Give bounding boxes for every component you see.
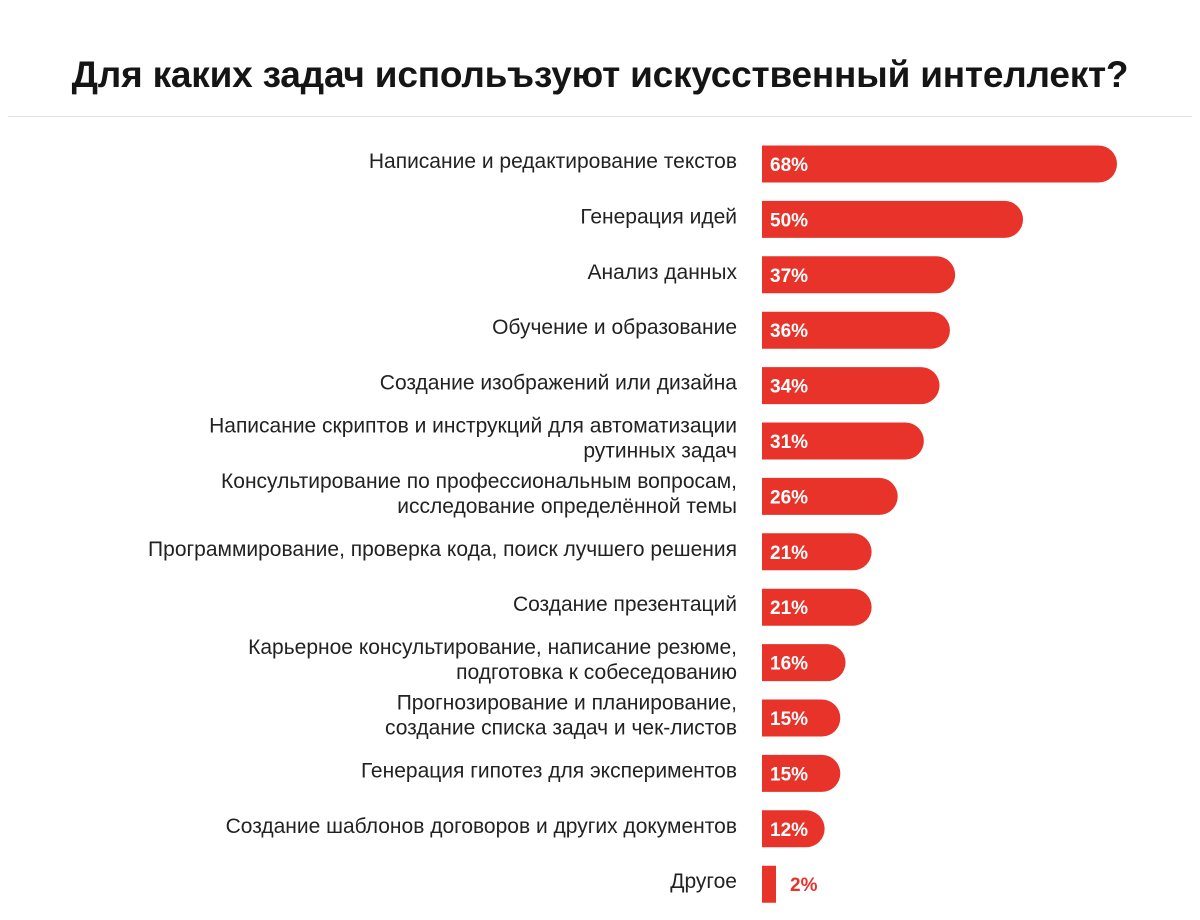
bar-13 — [762, 810, 825, 848]
bar-7 — [762, 477, 898, 515]
bar-12 — [762, 754, 841, 792]
category-label-3: Анализ данных — [588, 261, 738, 284]
bar-5 — [762, 367, 940, 405]
category-label-8: Программирование, проверка кода, поиск л… — [148, 538, 737, 561]
category-label-7-line-1: Консультирование по профессиональным воп… — [221, 470, 737, 493]
category-label-11-line-2: создание списка задач и чек-листов — [385, 717, 737, 740]
category-label-10-line-2: подготовка к собеседованию — [456, 661, 737, 684]
category-label-10-line-1: Карьерное консультирование, написание ре… — [248, 636, 737, 659]
bar-14 — [762, 865, 776, 903]
category-label-6-line-2: рутинных задач — [583, 440, 737, 463]
category-label-2: Генерация идей — [580, 205, 737, 228]
category-label-13: Создание шаблонов договоров и других док… — [226, 815, 737, 838]
value-label-10: 16% — [770, 654, 808, 675]
value-label-5: 34% — [770, 377, 808, 398]
category-label-6-line-1: Написание скриптов и инструкций для авто… — [209, 415, 737, 438]
value-label-7: 26% — [770, 487, 808, 508]
bar-1 — [762, 145, 1117, 183]
bar-6 — [762, 422, 924, 460]
bar-3 — [762, 256, 956, 294]
category-label-9: Создание презентаций — [513, 593, 737, 616]
category-label-1: Написание и редактирование текстов — [369, 150, 737, 173]
value-label-8: 21% — [770, 543, 808, 564]
category-label-4: Обучение и образование — [492, 316, 737, 339]
value-label-3: 37% — [770, 266, 808, 287]
bar-10 — [762, 644, 846, 682]
value-label-12: 15% — [770, 764, 808, 785]
bar-11 — [762, 699, 841, 737]
category-label-14: Другое — [670, 870, 737, 893]
value-label-9: 21% — [770, 598, 808, 619]
category-label-5: Создание изображений или дизайна — [380, 372, 738, 395]
bar-9 — [762, 588, 872, 626]
value-label-11: 15% — [770, 709, 808, 730]
value-label-14: 2% — [790, 875, 818, 896]
value-label-1: 68% — [770, 155, 808, 176]
bar-4 — [762, 311, 950, 349]
category-label-11-line-1: Прогнозирование и планирование, — [397, 692, 737, 715]
bar-8 — [762, 533, 872, 571]
category-label-7-line-2: исследование определённой темы — [397, 495, 737, 518]
value-label-13: 12% — [770, 820, 808, 841]
bar-2 — [762, 200, 1024, 238]
chart-title: Для каких задач испольъзуют искусственны… — [71, 54, 1129, 95]
value-label-6: 31% — [770, 432, 808, 453]
category-label-12: Генерация гипотез для экспериментов — [361, 759, 737, 782]
value-label-4: 36% — [770, 321, 808, 342]
value-label-2: 50% — [770, 210, 808, 231]
title-divider — [8, 116, 1192, 117]
